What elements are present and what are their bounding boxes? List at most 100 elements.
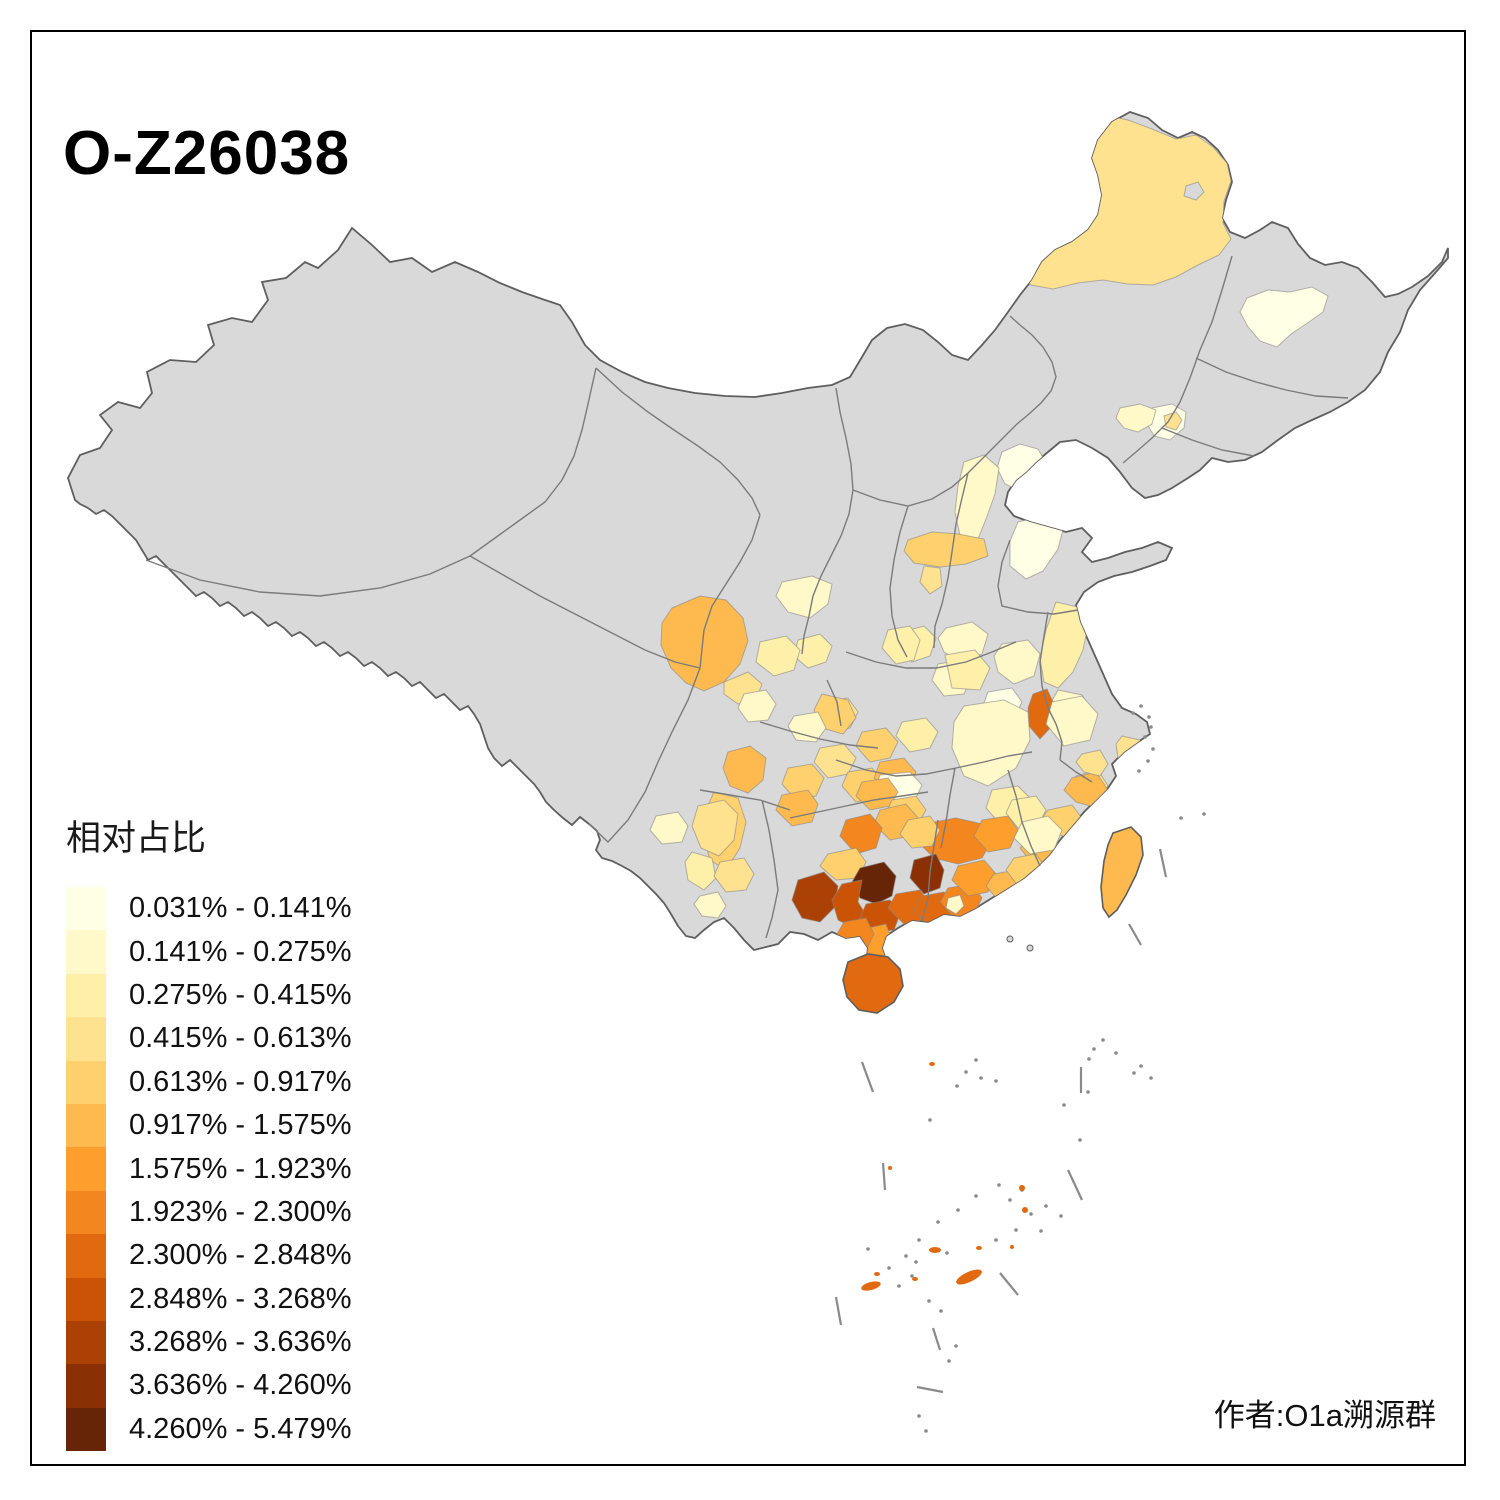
islet-colored — [912, 1277, 918, 1281]
islands-group — [834, 704, 1206, 1433]
islet — [928, 1118, 932, 1122]
sea-boundary-dash — [1128, 923, 1142, 946]
islet — [1114, 1051, 1118, 1055]
region-hainan — [842, 953, 904, 1014]
region-qingyuan — [973, 815, 1019, 853]
islet — [866, 1247, 870, 1251]
legend-row: 0.275% - 0.415% — [66, 973, 351, 1018]
legend-row: 0.031% - 0.141% — [66, 887, 352, 931]
legend-row: 3.636% - 4.260% — [66, 1364, 351, 1408]
region-guizhou-1 — [781, 763, 825, 801]
islet — [1139, 704, 1143, 708]
legend-rows: 0.031% - 0.141% 0.141% - 0.275% 0.275% - 0… — [66, 887, 352, 1452]
region-yaan-leshan — [722, 745, 767, 794]
legend-label: 4.260% - 5.479% — [129, 1412, 352, 1445]
islet-colored — [1022, 1207, 1028, 1213]
islet — [1147, 715, 1151, 719]
islet — [904, 1254, 908, 1258]
islet — [947, 1359, 951, 1363]
islet — [927, 1299, 931, 1303]
islet — [914, 1260, 918, 1264]
islet — [1014, 1228, 1018, 1232]
legend-row: 0.141% - 0.275% — [66, 930, 351, 974]
legend-swatch — [66, 1234, 106, 1278]
islet — [1179, 816, 1183, 820]
province-borders — [145, 255, 1349, 939]
legend-swatch — [66, 1147, 106, 1191]
legend-row: 1.575% - 1.923% — [66, 1147, 351, 1191]
islet — [910, 1274, 914, 1278]
region-liaoning-patch — [1115, 403, 1157, 433]
region-wuhan-e — [944, 649, 991, 691]
region-ningde — [1075, 749, 1109, 777]
legend-swatch — [66, 1320, 106, 1365]
region-yunfu-xinyi — [909, 853, 945, 895]
islet-colored — [929, 1247, 941, 1253]
region-pearl-delta — [951, 859, 997, 897]
legend-row: 3.268% - 3.636% — [66, 1320, 352, 1365]
islet — [1149, 1076, 1153, 1080]
islet-colored — [861, 1281, 881, 1291]
legend-swatch — [66, 930, 106, 974]
legend-swatch — [66, 1190, 106, 1235]
legend-row: 1.923% - 2.300% — [66, 1190, 351, 1235]
region-xichang-w — [684, 851, 717, 891]
map-title: O-Z26038 — [63, 118, 351, 188]
islet — [964, 1070, 968, 1074]
islet — [1151, 747, 1155, 751]
region-baise-chongzuo — [791, 871, 839, 923]
islet — [1143, 735, 1147, 739]
legend: 相对占比 0.031% - 0.141% 0.141% - 0.275% 0.275… — [66, 810, 352, 1452]
islet — [979, 1076, 983, 1080]
region-sichuan-e — [755, 635, 801, 677]
islet — [1132, 1071, 1136, 1075]
region-suihua — [1239, 286, 1329, 348]
legend-label: 3.268% - 3.636% — [129, 1326, 352, 1359]
islet — [1092, 1047, 1096, 1051]
islet — [897, 1284, 901, 1288]
islet — [956, 1208, 960, 1212]
islet — [887, 1266, 891, 1270]
sea-boundary-dash — [999, 1272, 1019, 1296]
islet — [1039, 1229, 1043, 1233]
region-gd-coast-pale — [945, 894, 965, 915]
islet — [924, 1429, 928, 1433]
islet-colored — [1019, 1185, 1025, 1191]
legend-swatch — [66, 1364, 106, 1408]
legend-row: 0.613% - 0.917% — [66, 1060, 352, 1104]
legend-label: 0.613% - 0.917% — [129, 1065, 352, 1098]
legend-row: 0.917% - 1.575% — [66, 1103, 351, 1148]
sea-boundary-dash — [916, 1385, 944, 1394]
islet-colored — [956, 1269, 982, 1285]
region-chongqing-pale — [787, 711, 827, 743]
legend-label: 0.031% - 0.141% — [129, 892, 352, 925]
islet — [1078, 1138, 1082, 1142]
legend-swatch — [66, 1103, 106, 1148]
islet — [1029, 1212, 1033, 1216]
islet — [1008, 1198, 1012, 1202]
region-chaoshan — [1043, 875, 1085, 905]
islet — [1044, 1204, 1048, 1208]
legend-swatch — [66, 1277, 106, 1321]
region-yunnan-w — [649, 811, 689, 845]
islet — [1059, 1214, 1063, 1218]
islet — [945, 1251, 949, 1255]
islet — [1149, 725, 1153, 729]
islet — [955, 1084, 959, 1088]
legend-row: 2.300% - 2.848% — [66, 1234, 351, 1278]
islet — [1062, 1103, 1066, 1107]
islet — [994, 1238, 998, 1242]
region-yunnan-s2 — [693, 891, 727, 919]
islet — [936, 1220, 940, 1224]
islet — [1139, 1064, 1143, 1068]
islet-colored — [874, 1272, 880, 1276]
legend-swatch — [66, 1060, 106, 1104]
region-taiwan — [1100, 826, 1144, 919]
legend-swatch — [66, 1017, 106, 1061]
region-hulunbuir-enclave — [1183, 181, 1205, 201]
region-xinzhou-tail — [919, 565, 943, 595]
sea-boundary-dash — [1158, 848, 1168, 878]
islet-colored — [888, 1166, 892, 1170]
islet-circle — [1026, 944, 1034, 952]
sea-boundary-dash — [931, 1327, 942, 1351]
